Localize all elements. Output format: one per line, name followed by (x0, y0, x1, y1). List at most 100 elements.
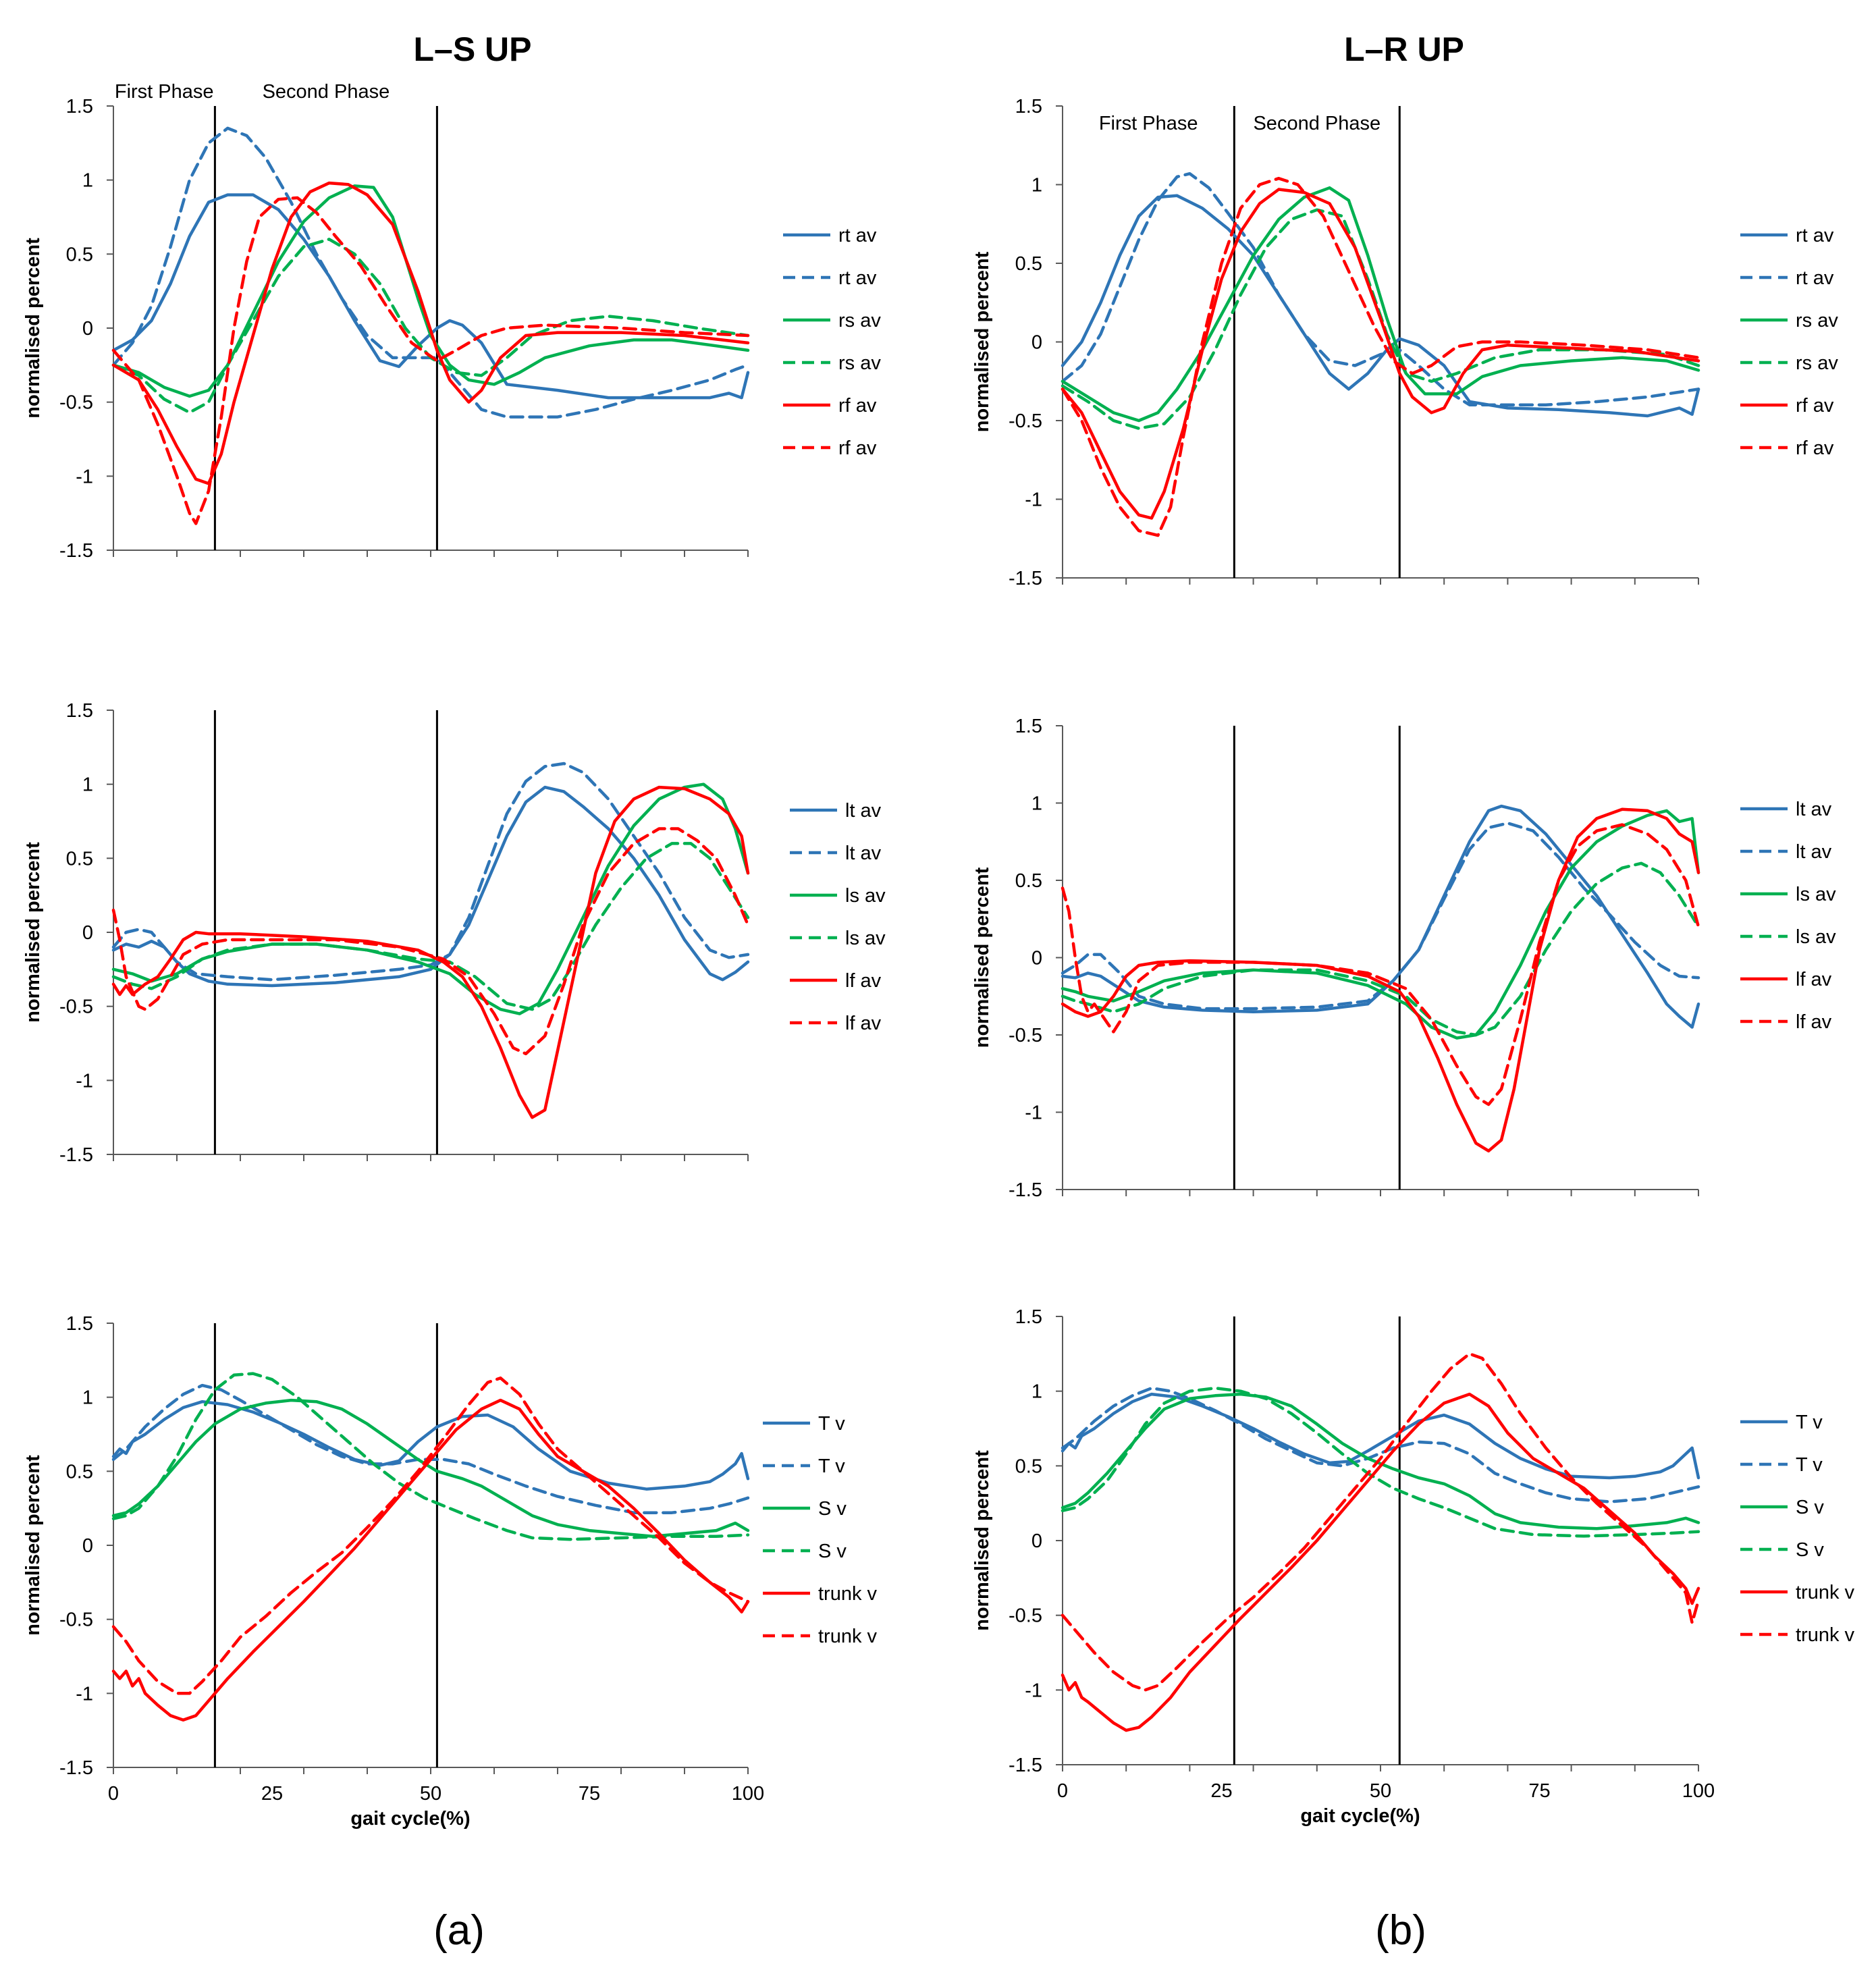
y-tick-label: 0.5 (66, 1461, 93, 1483)
chart-b2: -1.5 -1 -0.5 0 0.5 1 1.5 normalised percent lt a… (971, 716, 1836, 1201)
y-tick-label: 1.5 (66, 700, 93, 722)
legend-label: lf av (1796, 969, 1832, 990)
x-tick-label: 75 (1528, 1780, 1550, 1802)
y-axis-title: normalised percent (971, 867, 993, 1048)
chart-a3: -1.5 -1 -0.5 0 0.5 1 1.5 0 25 50 75 100 normalised p… (22, 1313, 878, 1830)
y-axis-title: normalised percent (22, 842, 44, 1023)
y-tick-label: -0.5 (59, 996, 93, 1018)
legend-label: lt av (845, 800, 882, 822)
legend-label: S v (818, 1498, 847, 1520)
legend-label: rt av (838, 267, 877, 289)
y-axis-title: normalised percent (22, 1455, 44, 1636)
y-tick-label: 0 (82, 318, 93, 340)
y-tick-label: 0 (82, 1535, 93, 1557)
legend-label: lt av (1796, 799, 1832, 820)
y-tick-label: -1 (1025, 1102, 1042, 1124)
series-line-S-v-solid (1061, 1392, 1700, 1530)
legend-label: S v (1796, 1497, 1824, 1518)
series-line-rf-av-solid (1061, 188, 1700, 520)
y-tick-label: 1.5 (1015, 716, 1042, 737)
y-tick-label: -0.5 (1009, 1025, 1042, 1046)
series-line-T-v-dashed (1061, 1386, 1700, 1503)
legend-label: rs av (838, 352, 881, 374)
y-tick-label: -1 (76, 466, 93, 487)
series-line-ls-av-solid (111, 782, 750, 1015)
legend-label: lt av (845, 843, 882, 864)
legend-label: lf av (1796, 1011, 1832, 1033)
legend-label: rf av (1796, 437, 1834, 459)
x-tick-label: 0 (108, 1783, 119, 1805)
series-line-rt-av-dashed (1061, 171, 1700, 406)
y-tick-label: 1.5 (66, 1313, 93, 1335)
legend-label: T v (1796, 1412, 1823, 1433)
y-tick-label: 1 (1031, 793, 1042, 815)
y-tick-label: 1 (82, 774, 93, 796)
series-line-S-v-solid (111, 1398, 750, 1539)
chart-a2: -1.5 -1 -0.5 0 0.5 1 1.5 normalised percent lt a… (22, 700, 886, 1166)
x-tick-label: 50 (420, 1783, 441, 1805)
legend-label: ls av (845, 885, 886, 907)
y-tick-label: -1.5 (1009, 1179, 1042, 1201)
legend-label: lf av (845, 1013, 882, 1034)
series-line-T-v-dashed (111, 1383, 750, 1514)
x-tick-label: 25 (261, 1783, 283, 1805)
series-line-S-v-dashed (1061, 1386, 1700, 1538)
legend-label: ls av (1796, 884, 1836, 905)
y-tick-label: 0 (1031, 1530, 1042, 1552)
legend-label: rt av (1796, 225, 1834, 246)
y-tick-label: 1 (1031, 1381, 1042, 1403)
legend-label: rt av (838, 225, 877, 246)
legend-label: lf av (845, 970, 882, 992)
y-tick-label: 0.5 (1015, 253, 1042, 275)
series-line-trunk-v-dashed (111, 1376, 750, 1695)
y-tick-label: -1 (1025, 489, 1042, 511)
series-line-S-v-dashed (111, 1372, 750, 1541)
y-tick-label: -1.5 (59, 1144, 93, 1166)
legend-label: T v (1796, 1454, 1823, 1476)
second-phase-label: Second Phase (1253, 113, 1381, 134)
series-line-trunk-v-solid (111, 1398, 750, 1722)
panel-label-a: (a) (433, 1907, 485, 1954)
y-tick-label: 0.5 (1015, 1456, 1042, 1477)
x-tick-label: 100 (1682, 1780, 1715, 1802)
series-line-lf-av-dashed (111, 827, 750, 1056)
legend-label: rf av (838, 395, 877, 417)
legend-label: rf av (838, 437, 877, 459)
y-tick-label: 0.5 (1015, 870, 1042, 892)
y-tick-label: 0.5 (66, 244, 93, 265)
legend-label: T v (818, 1413, 845, 1435)
x-tick-label: 0 (1057, 1780, 1068, 1802)
y-tick-label: -1 (76, 1683, 93, 1705)
series-line-rt-av-dashed (111, 126, 750, 419)
y-tick-label: 1 (82, 1387, 93, 1409)
y-tick-label: 1.5 (66, 96, 93, 117)
series-line-rs-av-dashed (111, 238, 750, 415)
series-line-lt-av-dashed (111, 762, 750, 982)
y-tick-label: -1.5 (1009, 568, 1042, 589)
series-line-T-v-solid (111, 1399, 750, 1491)
series-line-lf-av-solid (111, 785, 750, 1119)
y-tick-label: 0 (82, 922, 93, 944)
legend-label: S v (1796, 1539, 1824, 1561)
series-line-rt-av-solid (1061, 194, 1700, 418)
y-tick-label: 0 (1031, 332, 1042, 354)
series-line-lf-av-solid (1061, 807, 1700, 1153)
legend-label: trunk v (818, 1583, 878, 1605)
legend-label: rs av (1796, 310, 1838, 331)
y-axis-title: normalised percent (22, 238, 44, 419)
chart-b1: -1.5 -1 -0.5 0 0.5 1 1.5 normalised percent Firs… (971, 96, 1838, 589)
first-phase-label: First Phase (115, 81, 214, 103)
series-line-rs-av-dashed (1061, 208, 1700, 430)
legend-label: trunk v (1796, 1624, 1855, 1646)
x-tick-label: 100 (732, 1783, 764, 1805)
series-line-trunk-v-dashed (1061, 1352, 1700, 1692)
series-line-ls-av-dashed (111, 842, 750, 1011)
series-line-trunk-v-solid (1061, 1392, 1700, 1732)
y-tick-label: 1.5 (1015, 96, 1042, 117)
legend-label: rf av (1796, 395, 1834, 417)
legend-label: trunk v (818, 1626, 878, 1647)
x-tick-label: 25 (1210, 1780, 1232, 1802)
y-axis-title: normalised percent (971, 1450, 993, 1631)
y-tick-label: 1 (1031, 175, 1042, 196)
series-line-rf-av-dashed (1061, 176, 1700, 537)
